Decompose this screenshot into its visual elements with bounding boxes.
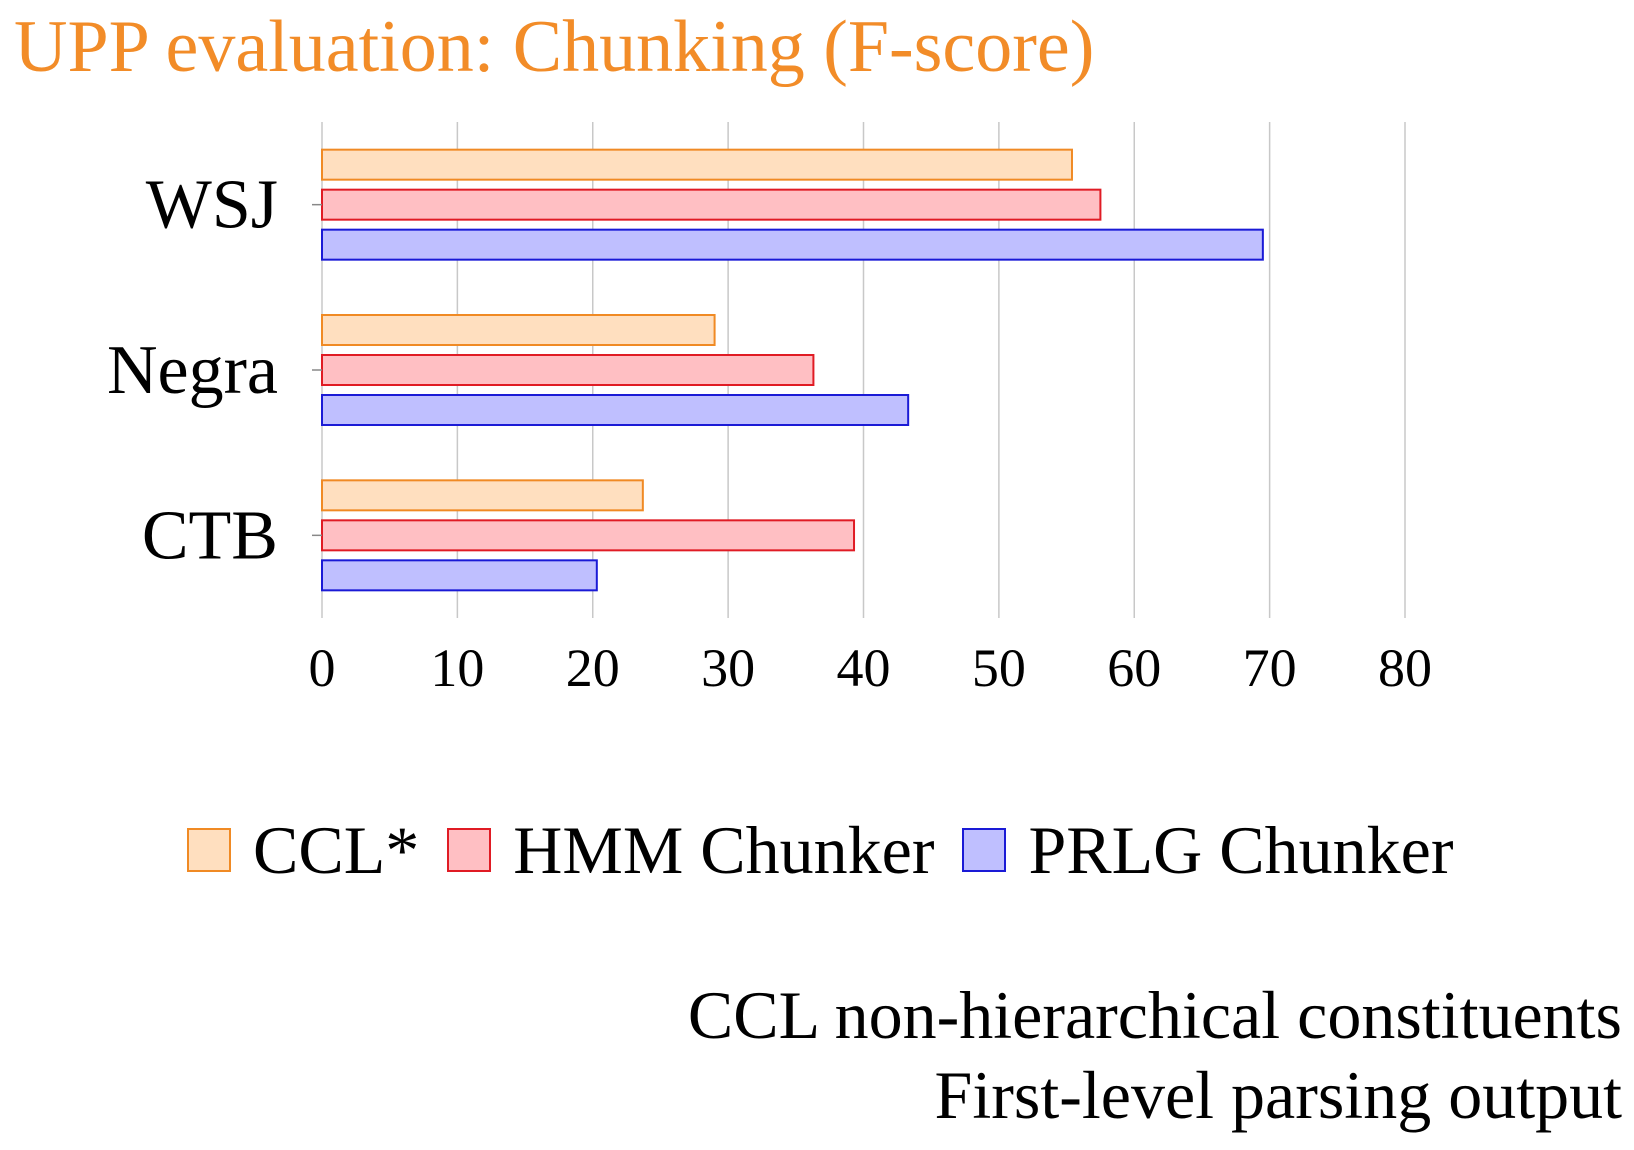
legend-label-2: PRLG Chunker (1028, 811, 1454, 888)
x-tick-label-20: 20 (566, 638, 620, 698)
legend-label-1: HMM Chunker (513, 811, 935, 888)
bar-ctb-1 (321, 519, 856, 552)
bar-chart: 0 10 20 30 40 50 60 70 80 WSJ Negra CTB (107, 122, 1433, 698)
legend-label-0: CCL* (253, 811, 420, 888)
axis (312, 203, 322, 537)
legend-swatch-1 (447, 828, 492, 872)
legend-item-1: HMM Chunker (447, 811, 934, 890)
bars (321, 148, 1264, 592)
x-tick-label-0: 0 (309, 638, 336, 698)
bar-negra-2 (321, 394, 910, 426)
category-label-negra: Negra (107, 332, 278, 409)
x-tick-label-30: 30 (701, 638, 755, 698)
bar-ctb-0 (321, 479, 644, 512)
bar-negra-1 (321, 354, 815, 386)
bar-ctb-2 (321, 559, 598, 592)
note-line-1: CCL non-hierarchical constituents (687, 977, 1622, 1053)
notes: CCL non-hierarchical constituents First-… (688, 975, 1622, 1135)
x-tick-label-80: 80 (1378, 638, 1432, 698)
x-tick-label-70: 70 (1243, 638, 1297, 698)
x-tick-label-40: 40 (837, 638, 891, 698)
note-line-2: First-level parsing output (934, 1057, 1622, 1133)
x-tick-label-10: 10 (430, 638, 484, 698)
legend-swatch-0 (187, 828, 231, 872)
chart-title: UPP evaluation: Chunking (F-score) (14, 6, 1095, 88)
bar-negra-0 (321, 314, 716, 346)
category-label-wsj: WSJ (146, 167, 278, 244)
bar-wsj-1 (321, 188, 1102, 221)
legend: CCL* HMM Chunker PRLG Chunker (187, 812, 1481, 888)
bar-wsj-0 (321, 148, 1073, 181)
bar-wsj-2 (321, 228, 1264, 261)
x-tick-labels: 0 10 20 30 40 50 60 70 80 (309, 638, 1433, 698)
legend-swatch-2 (962, 828, 1007, 872)
category-label-ctb: CTB (142, 497, 278, 574)
x-tick-label-50: 50 (972, 638, 1026, 698)
legend-item-2: PRLG Chunker (962, 811, 1453, 890)
legend-item-0: CCL* (187, 811, 419, 890)
x-tick-label-60: 60 (1107, 638, 1161, 698)
category-labels: WSJ Negra CTB (107, 167, 278, 575)
